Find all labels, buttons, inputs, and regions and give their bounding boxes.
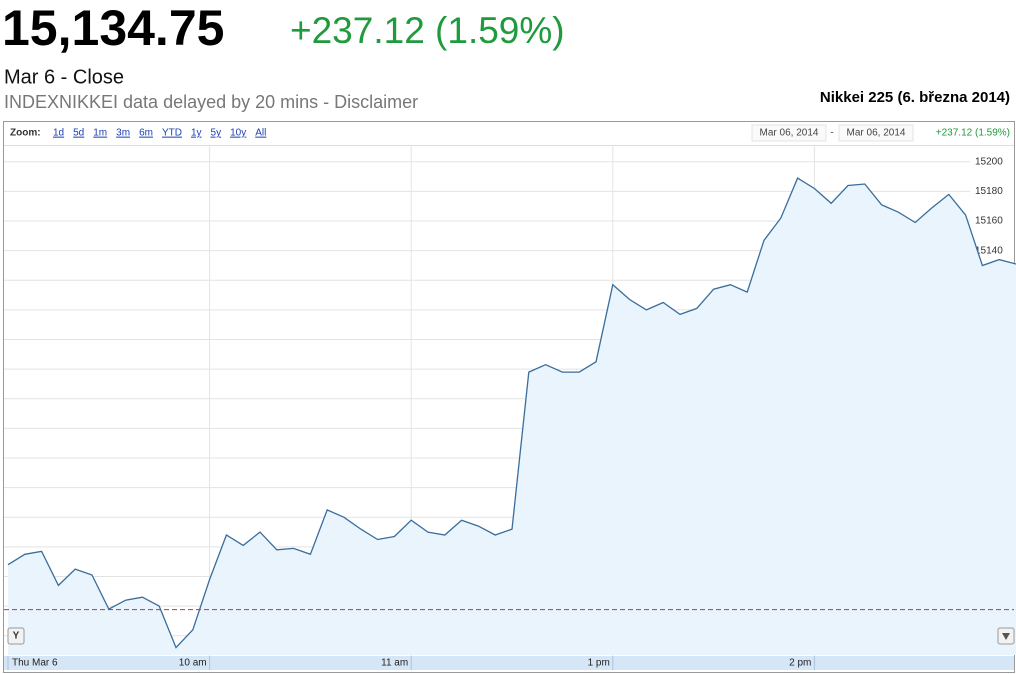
price: 15,134.75 [2, 0, 224, 56]
zoom-option[interactable]: 1m [93, 128, 107, 139]
zoom-option[interactable]: 1y [191, 128, 202, 139]
scroll-icon [1002, 633, 1010, 640]
x-tick-label: 11 am [381, 658, 408, 669]
range-end: Mar 06, 2014 [847, 128, 906, 139]
chart-title: Nikkei 225 (6. března 2014) [820, 89, 1010, 106]
zoom-label: Zoom: [10, 128, 41, 139]
disclaimer: INDEXNIKKEI data delayed by 20 mins - Di… [4, 92, 418, 112]
x-tick-label: Thu Mar 6 [12, 658, 58, 669]
x-tick-label: 10 am [179, 658, 207, 669]
zoom-option[interactable]: YTD [162, 128, 182, 139]
zoom-option[interactable]: All [255, 128, 266, 139]
y-button[interactable] [7, 627, 25, 645]
zoom-option[interactable]: 6m [139, 128, 153, 139]
area [8, 178, 1016, 655]
y-button-label: Y [13, 631, 20, 642]
y-tick-label: 15180 [975, 186, 1003, 197]
zoom-option[interactable]: 3m [116, 128, 130, 139]
zoom-option[interactable]: 10y [230, 128, 246, 139]
session: Mar 6 - Close [4, 66, 124, 88]
price-line [7, 177, 1016, 649]
x-tick-label: 2 pm [789, 658, 811, 669]
y-tick-label: 15200 [975, 156, 1003, 167]
range-start-box[interactable] [751, 124, 827, 142]
x-axis-band [4, 656, 1014, 670]
x-tick-label: 1 pm [588, 658, 610, 669]
y-tick-label: 15160 [975, 216, 1003, 227]
plot: 1488014900149201494014960149801500015020… [4, 146, 1016, 670]
range-start: Mar 06, 2014 [760, 128, 819, 139]
zoom-option[interactable]: 5y [211, 128, 222, 139]
range-end-box[interactable] [838, 124, 914, 142]
y-tick-label: 15140 [975, 245, 1003, 256]
price-change: +237.12 (1.59%) [290, 10, 565, 51]
range-separator: - [830, 128, 833, 139]
zoom-options: 1d 5d 1m 3m 6m YTD 1y 5y 10y All [53, 128, 266, 139]
range-change: +237.12 (1.59%) [936, 128, 1010, 139]
zoom-option[interactable]: 5d [73, 128, 84, 139]
zoom-option[interactable]: 1d [53, 128, 64, 139]
